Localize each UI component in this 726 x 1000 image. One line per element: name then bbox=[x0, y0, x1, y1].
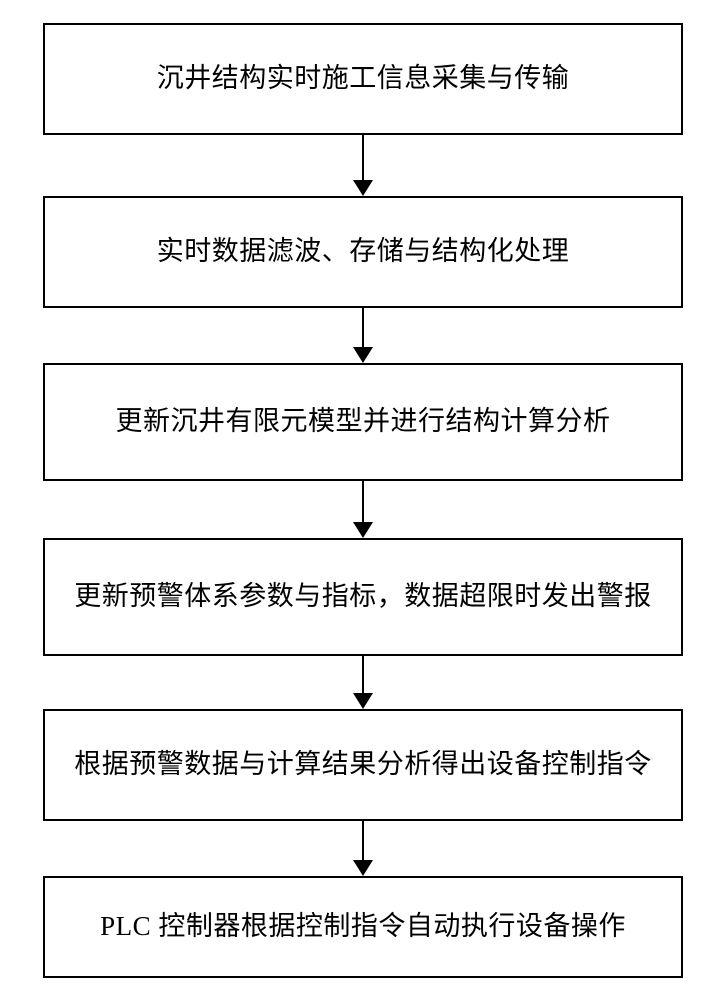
step-label-6: PLC 控制器根据控制指令自动执行设备操作 bbox=[100, 908, 626, 946]
step-label-2: 实时数据滤波、存储与结构化处理 bbox=[157, 233, 570, 271]
flowchart-container: 沉井结构实时施工信息采集与传输 实时数据滤波、存储与结构化处理 更新沉井有限元模… bbox=[43, 23, 683, 978]
step-box-4: 更新预警体系参数与指标，数据超限时发出警报 bbox=[43, 538, 683, 656]
arrow-5 bbox=[353, 821, 373, 876]
arrow-4 bbox=[353, 656, 373, 709]
arrow-3 bbox=[353, 481, 373, 538]
arrow-2 bbox=[353, 308, 373, 363]
step-box-2: 实时数据滤波、存储与结构化处理 bbox=[43, 196, 683, 308]
step-label-5: 根据预警数据与计算结果分析得出设备控制指令 bbox=[74, 746, 652, 784]
step-label-4: 更新预警体系参数与指标，数据超限时发出警报 bbox=[74, 578, 652, 616]
step-box-5: 根据预警数据与计算结果分析得出设备控制指令 bbox=[43, 709, 683, 821]
arrow-1 bbox=[353, 135, 373, 196]
step-box-1: 沉井结构实时施工信息采集与传输 bbox=[43, 23, 683, 135]
step-label-1: 沉井结构实时施工信息采集与传输 bbox=[157, 60, 570, 98]
step-box-3: 更新沉井有限元模型并进行结构计算分析 bbox=[43, 363, 683, 481]
step-label-3: 更新沉井有限元模型并进行结构计算分析 bbox=[116, 403, 611, 441]
step-box-6: PLC 控制器根据控制指令自动执行设备操作 bbox=[43, 876, 683, 978]
